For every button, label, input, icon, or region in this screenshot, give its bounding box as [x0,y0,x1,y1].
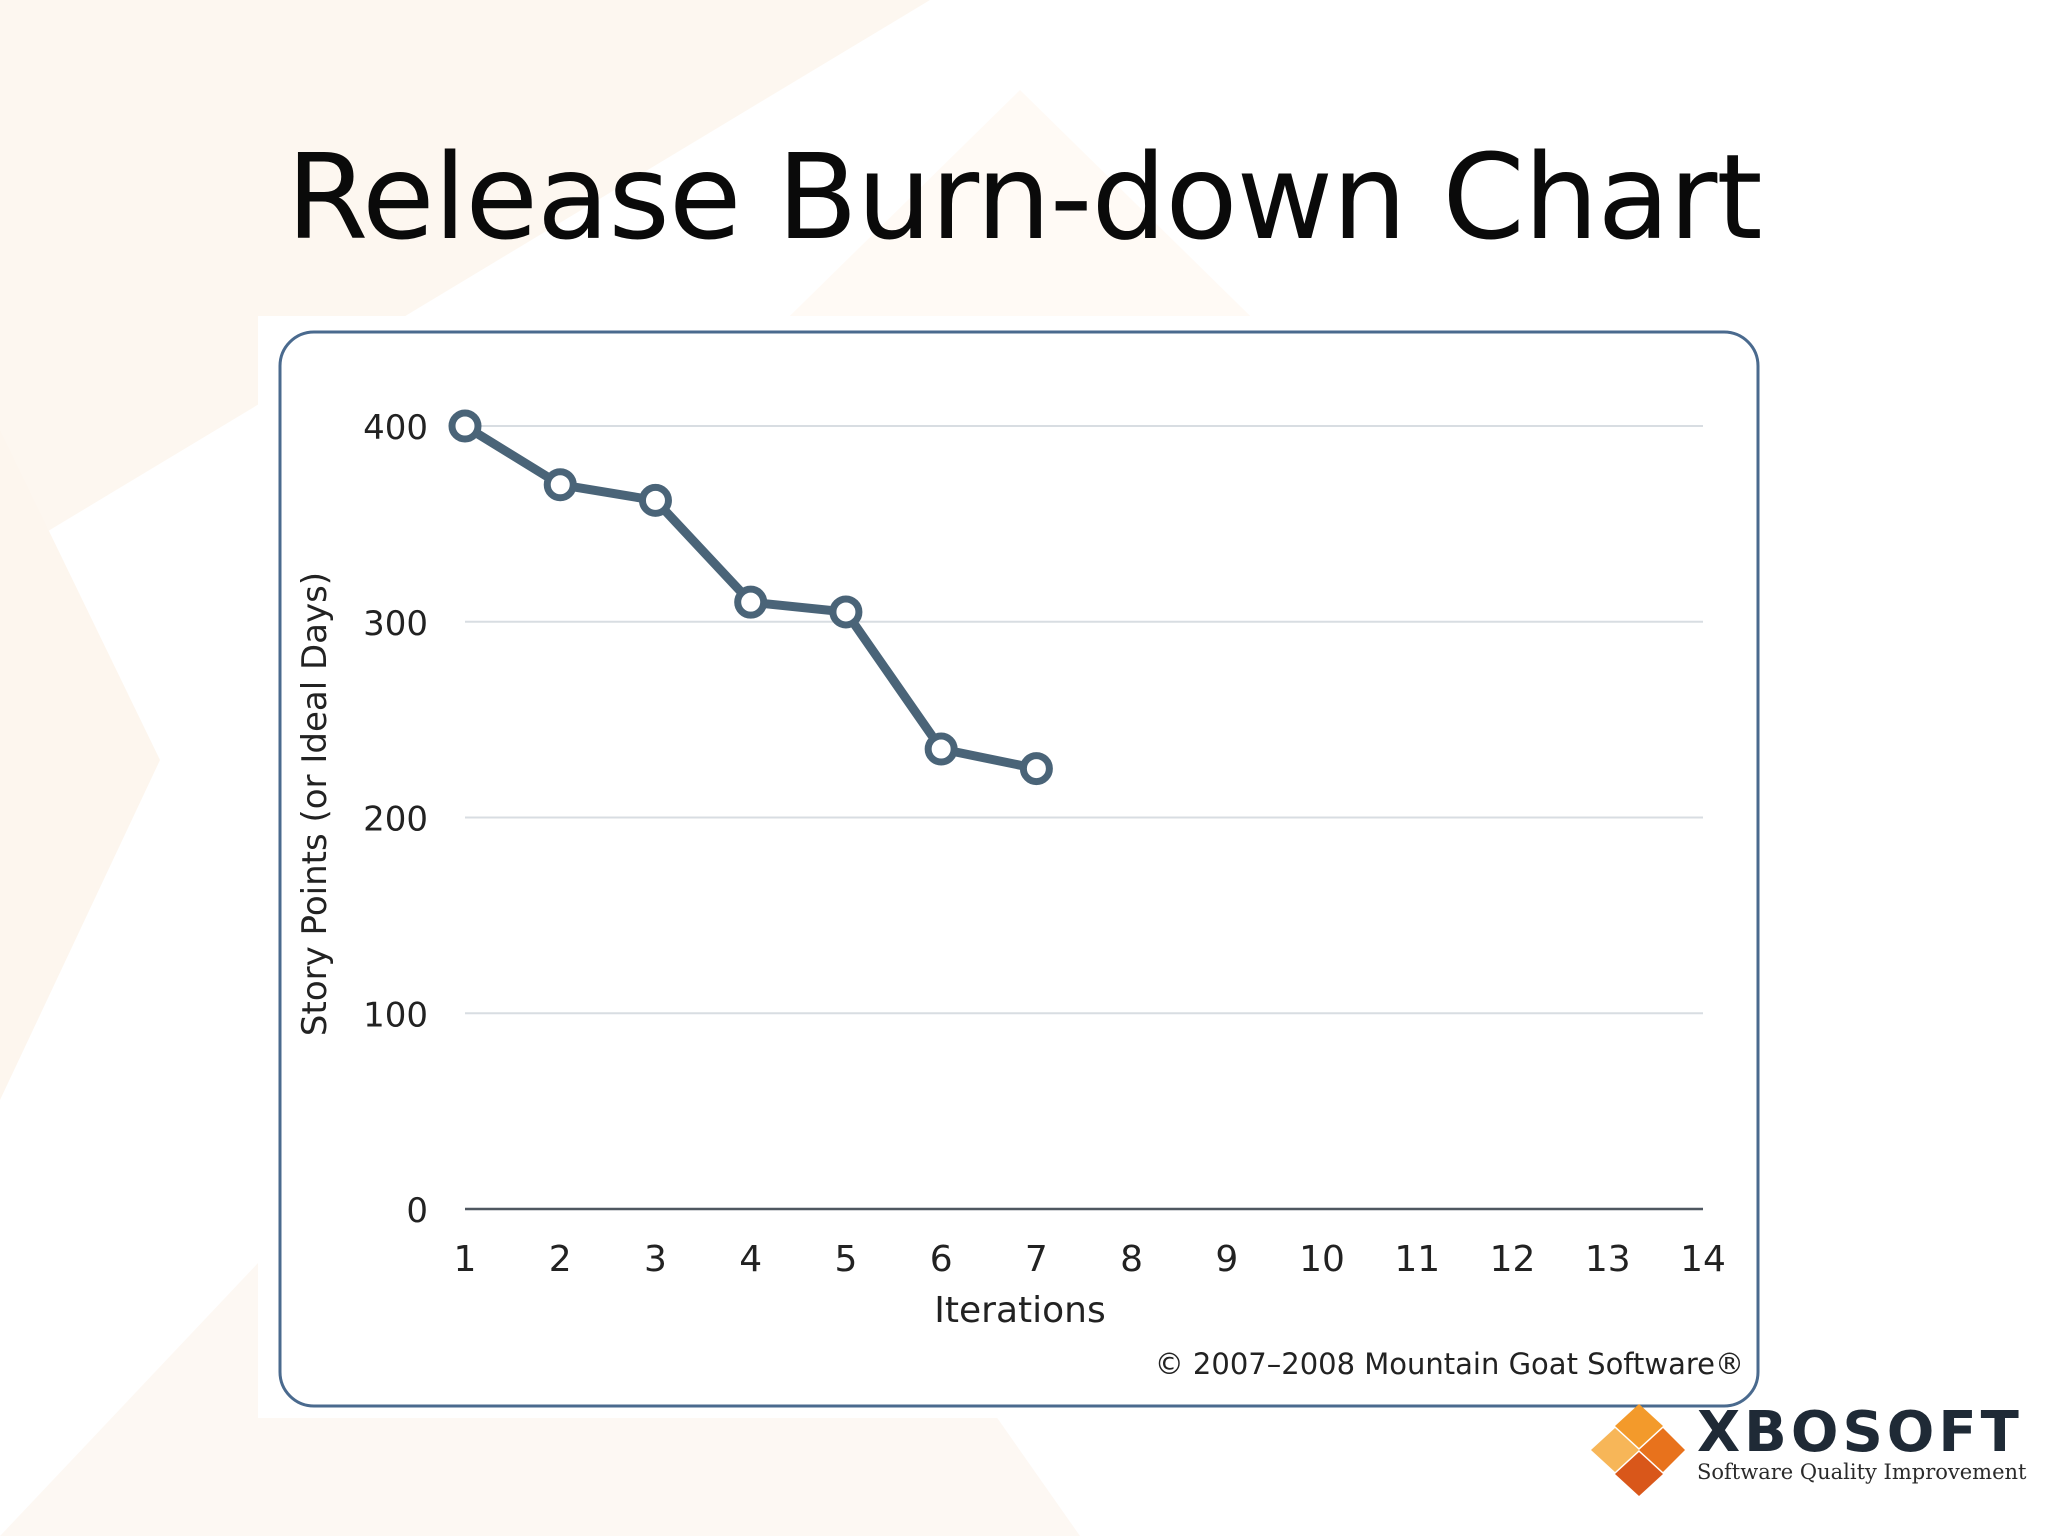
logo-name: XBOSOFT [1697,1400,2023,1465]
x-tick-label: 7 [1025,1239,1048,1280]
data-point [734,585,768,619]
x-axis-label: Iterations [934,1290,1105,1331]
data-point [638,483,672,517]
x-tick-label: 1 [454,1239,477,1280]
copyright-text: © 2007–2008 Mountain Goat Software® [1155,1347,1744,1381]
y-axis-ticks: 0 100 200 300 400 [363,408,428,1231]
x-tick-label: 14 [1680,1239,1726,1280]
data-point [543,468,577,502]
data-point [448,409,482,443]
xbosoft-logo: XBOSOFT Software Quality Improvement [1585,1398,2026,1498]
x-tick-label: 13 [1585,1239,1631,1280]
y-tick-label: 300 [363,604,428,644]
x-tick-label: 6 [930,1239,953,1280]
x-tick-label: 12 [1490,1239,1536,1280]
chart-container: 0 100 200 300 400 1 2 3 4 5 6 7 8 9 10 11 12 13 14 Story … [258,316,1778,1418]
series-layer [448,409,1053,786]
x-tick-label: 10 [1299,1239,1345,1280]
y-tick-label: 100 [363,995,428,1035]
x-tick-label: 4 [739,1239,762,1280]
x-tick-label: 5 [834,1239,857,1280]
y-axis-label: Story Points (or Ideal Days) [295,572,335,1036]
logo-tagline: Software Quality Improvement [1697,1460,2027,1484]
x-tick-label: 3 [644,1239,667,1280]
chart-frame [278,330,1760,1408]
x-tick-label: 11 [1394,1239,1440,1280]
grid-lines [465,425,1703,1015]
data-point [829,595,863,629]
x-axis-ticks: 1 2 3 4 5 6 7 8 9 10 11 12 13 14 [454,1239,1726,1280]
y-tick-label: 200 [363,800,428,840]
y-tick-label: 400 [363,408,428,448]
logo-diamond-icon [1591,1404,1685,1496]
y-tick-label: 0 [406,1191,428,1231]
data-point [1019,752,1053,786]
x-tick-label: 2 [549,1239,572,1280]
slide-title: Release Burn-down Chart [286,128,1762,266]
x-tick-label: 9 [1215,1239,1238,1280]
data-point [924,732,958,766]
x-tick-label: 8 [1120,1239,1143,1280]
